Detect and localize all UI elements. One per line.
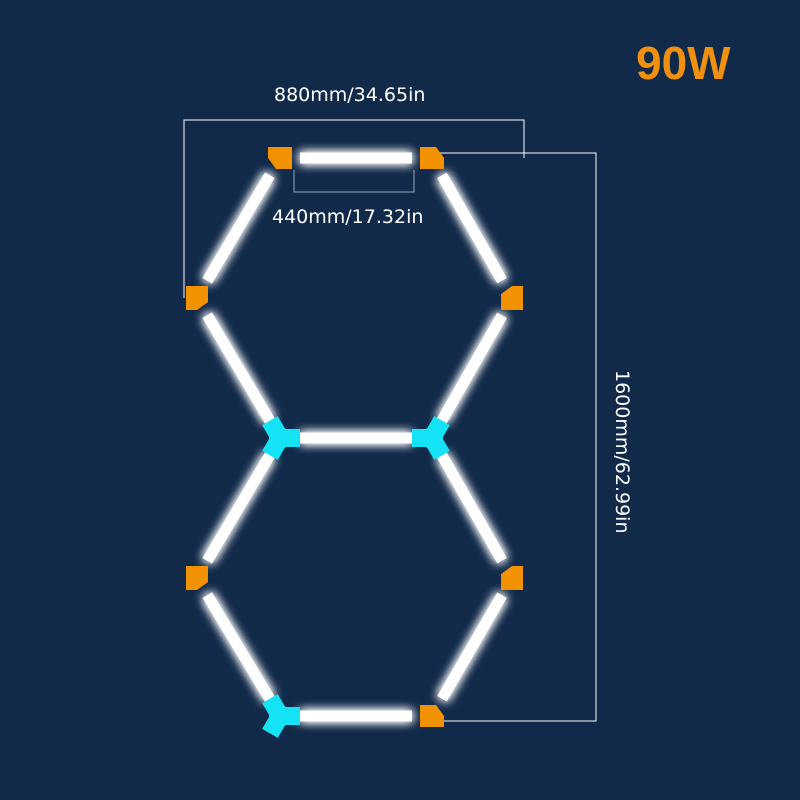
power-label: 90W: [636, 37, 731, 89]
height-dimension-line: [440, 152, 597, 722]
y-connector: [262, 694, 300, 738]
corner-connector: [501, 286, 523, 310]
led-tube: [202, 592, 275, 702]
tube-dimension-bracket: [293, 170, 415, 193]
led-tube: [437, 172, 507, 284]
tube-length-label: 440mm/17.32in: [272, 206, 424, 228]
corner-connector: [420, 705, 444, 727]
width-dimension-line: [183, 119, 525, 298]
led-tube: [202, 312, 275, 424]
corner-connector: [268, 147, 292, 169]
corner-connector: [501, 566, 523, 590]
dimension-lines: [183, 119, 597, 722]
y-connector: [262, 416, 300, 460]
total-width-label: 880mm/34.65in: [274, 84, 426, 106]
led-tube: [202, 172, 275, 284]
corner-connector: [420, 147, 444, 169]
led-tube: [437, 452, 507, 564]
led-tube: [437, 312, 507, 424]
y-connector: [412, 416, 450, 460]
corner-connector: [186, 566, 208, 590]
led-tube: [202, 452, 275, 564]
led-tube: [437, 592, 507, 702]
total-height-label: 1600mm/62.99in: [611, 370, 633, 534]
corner-connector: [186, 286, 208, 310]
